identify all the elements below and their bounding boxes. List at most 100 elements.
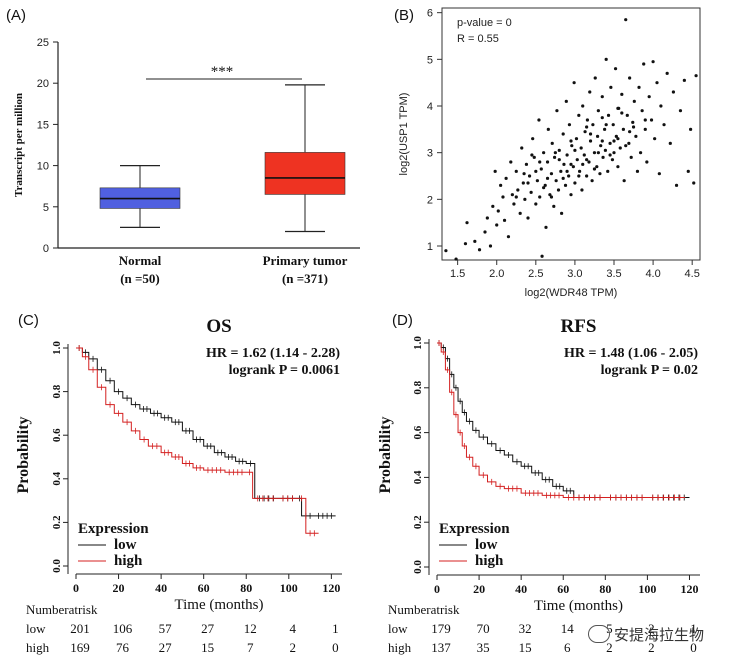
scatter-point	[643, 118, 647, 122]
scatter-point	[491, 204, 495, 208]
scatter-point	[640, 109, 644, 113]
scatter-point	[521, 181, 525, 185]
y-tick-label: 0.8	[51, 384, 63, 398]
hazard-ratio-text: HR = 1.62 (1.14 - 2.28)	[206, 346, 340, 361]
x-tick-label: 2.0	[489, 268, 504, 280]
scatter-point	[532, 155, 536, 159]
scatter-point	[608, 141, 612, 145]
scatter-point	[534, 202, 538, 206]
scatter-y-label: log2(USP1 TPM)	[398, 93, 410, 176]
scatter-point	[585, 125, 589, 129]
scatter-point	[600, 139, 604, 143]
risk-value: 70	[477, 621, 490, 636]
risk-row-label: low	[26, 621, 46, 636]
scatter-point	[582, 153, 586, 157]
box-primary-tumor	[264, 152, 346, 195]
scatter-point	[631, 120, 635, 124]
risk-value: 15	[201, 640, 214, 655]
scatter-point	[535, 179, 539, 183]
risk-value: 4	[290, 621, 297, 636]
scatter-point	[665, 71, 669, 75]
scatter-point	[545, 160, 550, 164]
scatter-point	[595, 165, 599, 169]
scatter-point	[542, 151, 546, 155]
x-tick-label: 40	[515, 582, 527, 596]
x-tick-label: 1.5	[450, 268, 465, 280]
watermark: 安提海拉生物	[588, 624, 704, 645]
scatter-point	[592, 151, 597, 155]
scatter-point	[553, 151, 557, 155]
x-tick-label: 4.5	[685, 268, 700, 280]
scatter-frame	[441, 7, 701, 261]
scatter-point	[493, 169, 497, 173]
scatter-point	[573, 181, 577, 185]
risk-table-header: Numberatrisk	[26, 602, 98, 617]
scatter-point	[628, 130, 632, 134]
scatter-point	[554, 179, 558, 183]
risk-table-header: Numberatrisk	[388, 602, 460, 617]
scatter-point	[526, 181, 530, 185]
x-tick-label: 100	[638, 582, 656, 596]
risk-row-label: high	[388, 640, 412, 655]
scatter-point	[614, 134, 618, 138]
scatter-point	[608, 153, 612, 157]
risk-value: 201	[70, 621, 90, 636]
km-x-label: Time (months)	[534, 598, 623, 614]
scatter-point	[501, 195, 505, 199]
scatter-point	[485, 216, 489, 220]
scatter-point	[593, 76, 597, 80]
scatter-point	[649, 118, 654, 122]
risk-value: 32	[519, 621, 532, 636]
km-title: OS	[206, 316, 231, 337]
scatter-point	[524, 162, 529, 166]
scatter-point	[509, 160, 513, 164]
risk-value: 2	[290, 640, 297, 655]
scatter-point	[506, 235, 511, 239]
y-tick-label: 0.2	[51, 515, 63, 529]
scatter-point	[612, 139, 616, 143]
rfs-survival-panel: RFS HR = 1.48 (1.06 - 2.05) logrank P = 0.…	[377, 316, 700, 655]
panel-label-d: (D)	[392, 312, 413, 329]
boxplot-y-label: Transcript per million	[13, 93, 25, 197]
scatter-point	[578, 169, 582, 173]
scatter-point	[657, 172, 661, 176]
legend-label-low: low	[114, 537, 137, 553]
panel-label-c: (C)	[18, 312, 39, 329]
scatter-point	[523, 197, 527, 201]
scatter-point	[499, 183, 503, 187]
risk-value: 7	[247, 640, 254, 655]
y-tick-label: 15	[37, 119, 49, 131]
scatter-point	[603, 148, 608, 152]
scatter-point	[642, 62, 646, 66]
scatter-point	[473, 239, 477, 243]
km-curve-high	[76, 347, 319, 534]
scatter-point	[502, 218, 507, 222]
scatter-point	[595, 134, 600, 138]
scatter-point	[609, 85, 613, 89]
scatter-point	[538, 160, 542, 164]
scatter-point	[557, 158, 561, 162]
scatter-point	[596, 151, 600, 155]
y-tick-label: 0.8	[412, 380, 424, 394]
scatter-point	[659, 104, 663, 108]
logrank-text: logrank P = 0.02	[601, 363, 698, 378]
scatter-point	[585, 158, 589, 162]
x-tick-label: 2.5	[528, 268, 543, 280]
scatter-point	[662, 123, 666, 127]
scatter-point	[651, 60, 655, 64]
scatter-point	[616, 137, 620, 141]
scatter-annotation-r: R = 0.55	[457, 33, 499, 45]
scatter-point	[601, 155, 605, 159]
group-label: Normal	[119, 253, 162, 268]
scatter-point	[534, 169, 538, 173]
x-tick-label: 4.0	[645, 268, 660, 280]
scatter-point	[611, 123, 615, 127]
x-tick-label: 120	[322, 581, 340, 595]
scatter-point	[620, 111, 624, 115]
legend-title: Expression	[439, 521, 510, 537]
scatter-point	[647, 95, 651, 99]
significance-stars: ***	[211, 64, 234, 80]
scatter-point	[610, 158, 615, 162]
risk-value: 5	[606, 621, 613, 636]
km-curve-low	[76, 347, 336, 517]
